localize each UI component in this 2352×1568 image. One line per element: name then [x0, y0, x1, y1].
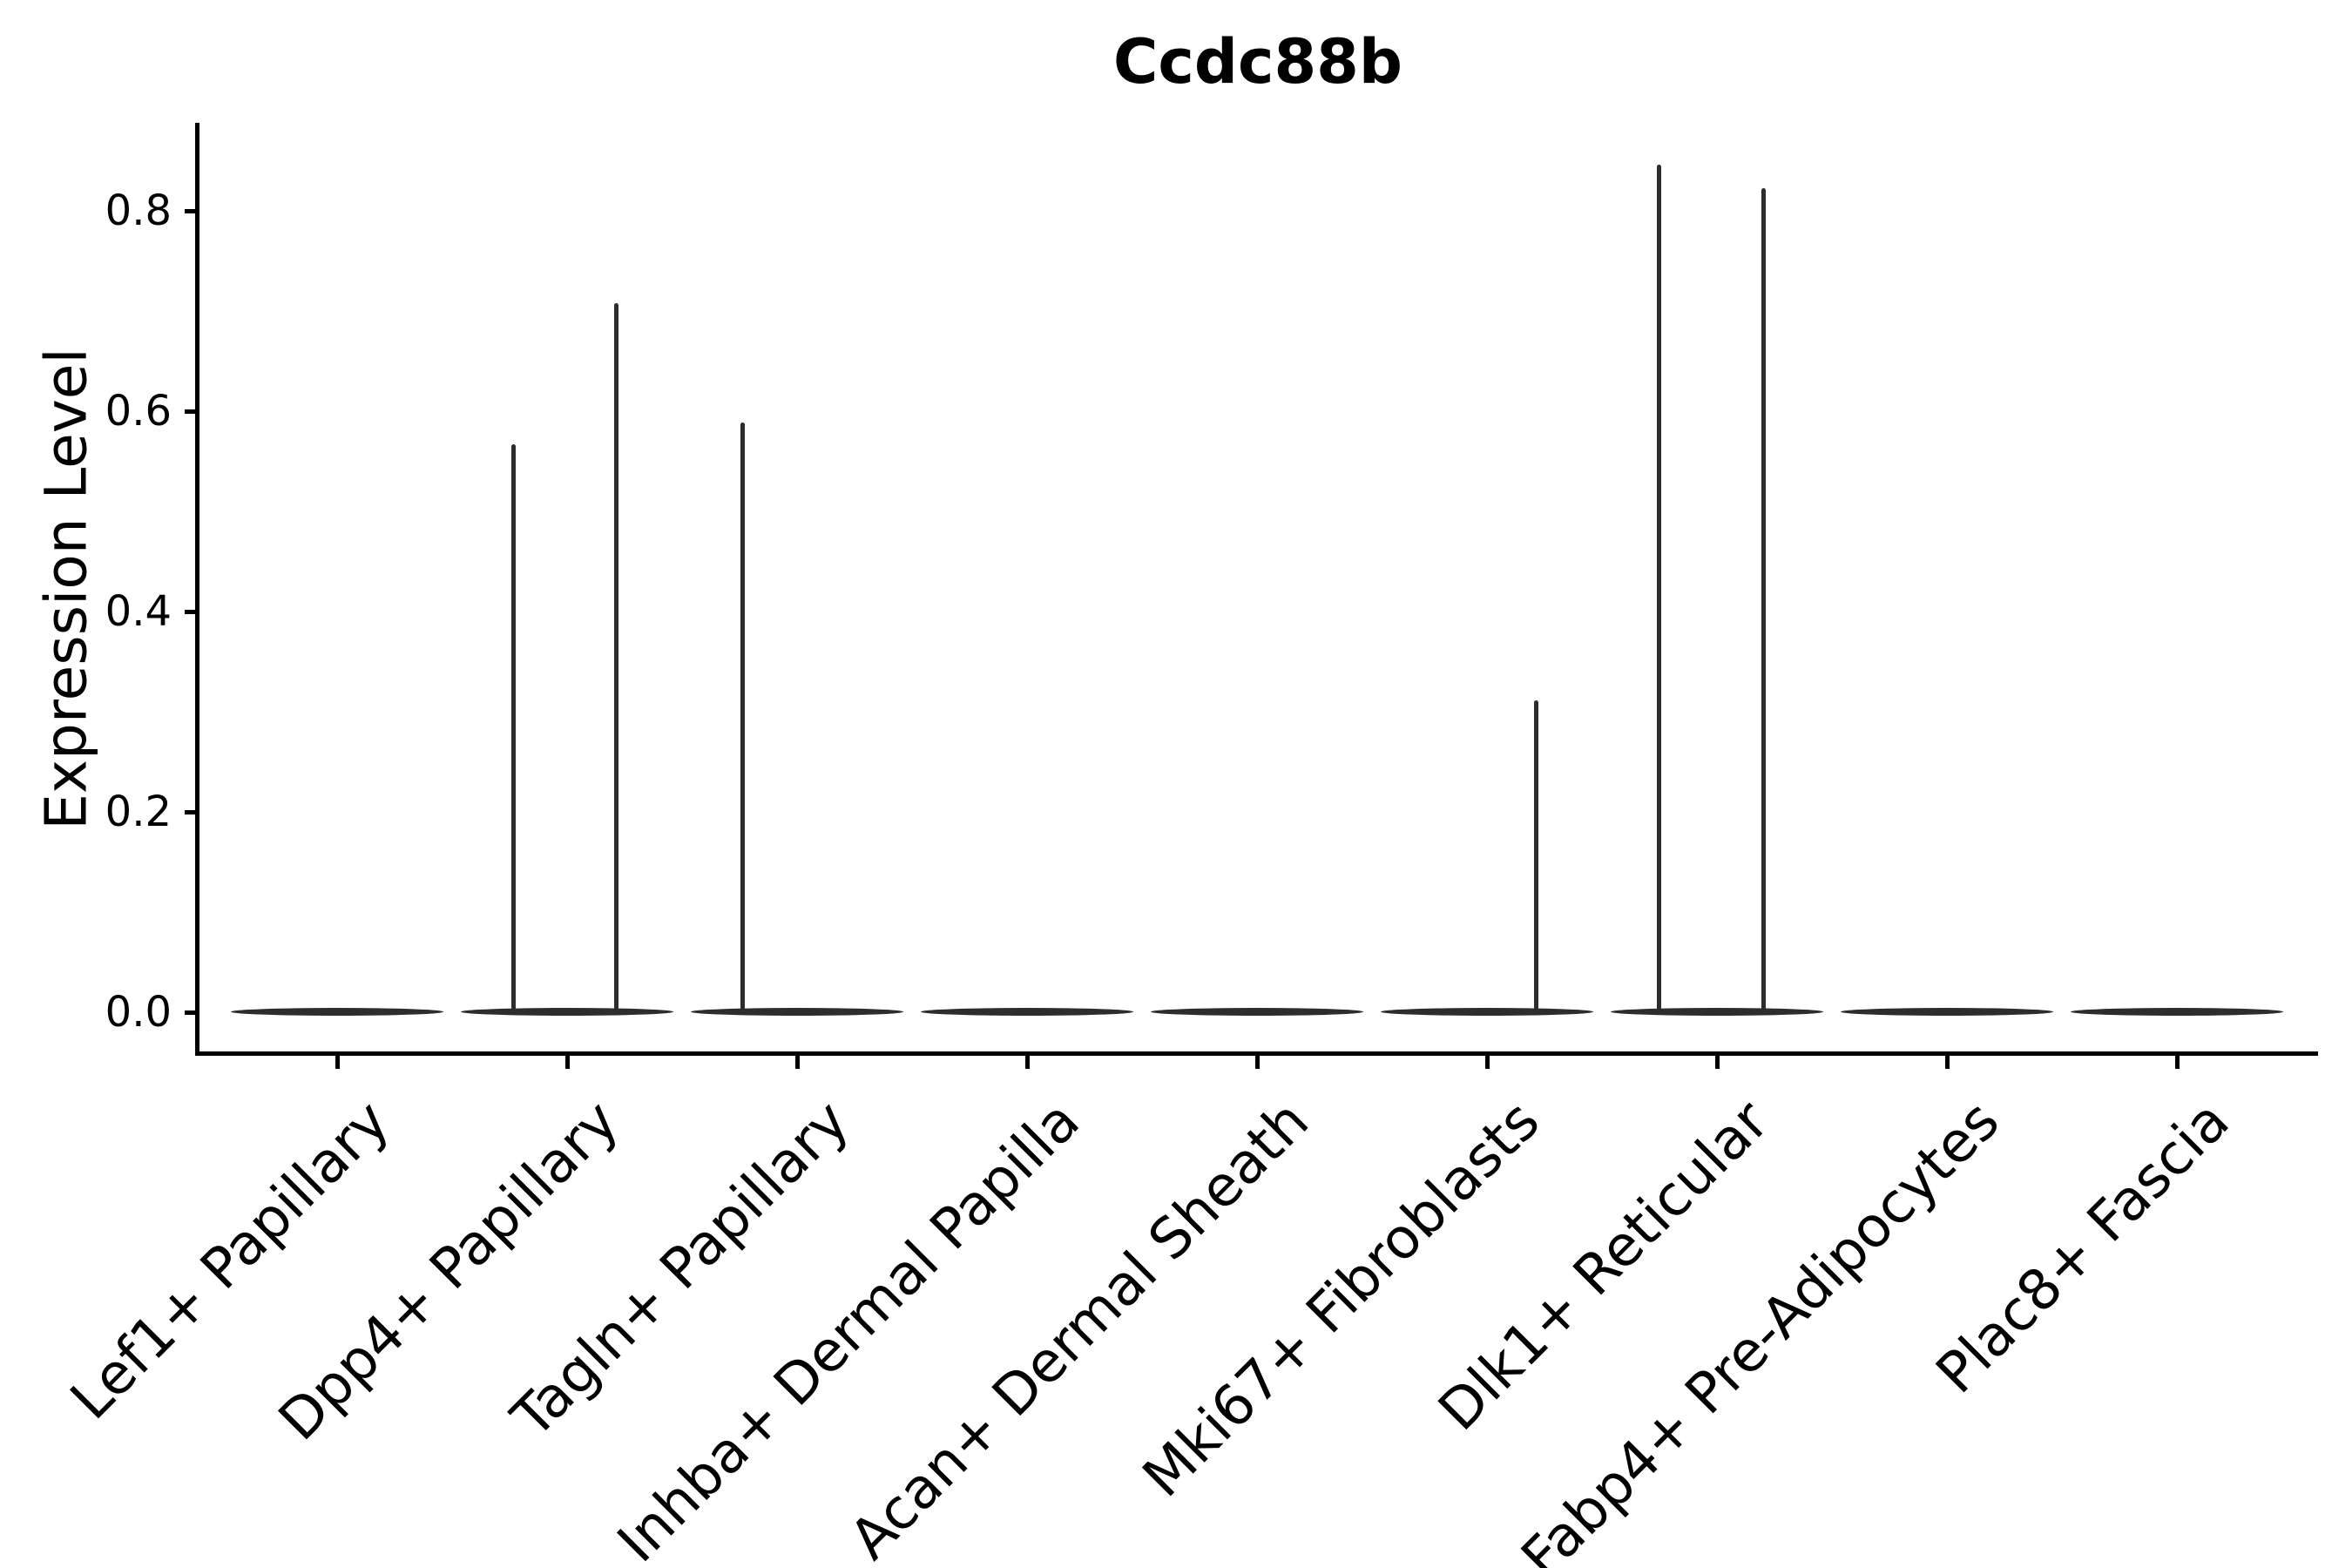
violin-body [1381, 1007, 1593, 1016]
x-tick-mark [1945, 1056, 1950, 1069]
x-tick-mark [1025, 1056, 1030, 1069]
violin-body [691, 1007, 903, 1016]
x-tick-mark [1255, 1056, 1260, 1069]
x-tick-mark [565, 1056, 570, 1069]
x-tick-mark [2175, 1056, 2180, 1069]
violin-body [921, 1007, 1133, 1016]
plot-title: Ccdc88b [1113, 26, 1402, 98]
y-tick-label: 0.0 [105, 988, 172, 1037]
violin-body [1151, 1007, 1363, 1016]
y-tick-label: 0.4 [105, 587, 172, 636]
x-tick-mark [335, 1056, 340, 1069]
violin-spike [1761, 188, 1766, 1015]
violin-body [231, 1007, 443, 1016]
violin-spike [740, 422, 745, 1015]
y-tick-mark [185, 409, 198, 414]
y-tick-mark [185, 1010, 198, 1015]
y-tick-mark [185, 610, 198, 614]
x-tick-label: Acan+ Dermal Sheath [838, 1088, 1322, 1568]
y-tick-label: 0.2 [105, 787, 172, 836]
violin-body [2071, 1007, 2283, 1016]
violin-spike [1656, 165, 1661, 1015]
violin-spike [510, 444, 516, 1015]
y-axis-spine [195, 123, 199, 1056]
violin-body [461, 1007, 673, 1016]
y-tick-mark [185, 810, 198, 814]
x-tick-mark [795, 1056, 800, 1069]
x-tick-mark [1715, 1056, 1720, 1069]
x-tick-mark [1485, 1056, 1490, 1069]
violin-spike [1533, 700, 1538, 1015]
x-tick-label: Inhba+ Dermal Papilla [605, 1088, 1092, 1568]
x-tick-label: Mki67+ Fibroblasts [1130, 1088, 1552, 1511]
x-axis-spine [195, 1051, 2318, 1056]
violin-body [1611, 1007, 1823, 1016]
violin-body [1841, 1007, 2053, 1016]
y-tick-label: 0.8 [105, 186, 172, 235]
y-tick-label: 0.6 [105, 387, 172, 436]
violin-spike [613, 303, 618, 1015]
y-tick-mark [185, 209, 198, 213]
